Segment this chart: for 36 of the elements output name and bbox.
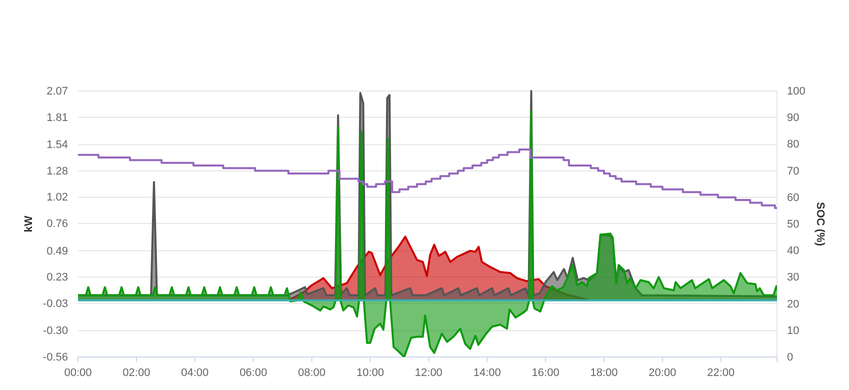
x-tick-label: 06:00 [240, 366, 268, 379]
y-tick-label: -0.30 [42, 325, 68, 338]
x-tick-label: 12:00 [414, 366, 442, 379]
x-tick-label: 08:00 [298, 366, 326, 379]
y2-tick-label: 0 [787, 352, 794, 364]
y-tick-label: 0.49 [46, 245, 68, 258]
y-tick-label: 2.07 [46, 86, 68, 98]
y2-axis-title: SOC (%) [814, 202, 826, 246]
y2-tick-label: 80 [787, 138, 800, 151]
y2-tick-label: 30 [787, 272, 800, 284]
y2-tick-label: 20 [787, 298, 800, 310]
y-tick-label: 1.02 [46, 192, 68, 204]
x-tick-label: 00:00 [64, 366, 92, 379]
y-tick-label: 1.54 [46, 139, 68, 152]
y2-tick-label: 100 [787, 86, 806, 98]
x-tick-label: 14:00 [473, 366, 501, 379]
y2-tick-label: 90 [787, 112, 800, 124]
x-tick-label: 02:00 [122, 366, 150, 379]
y-tick-label: -0.56 [42, 352, 68, 364]
y2-tick-label: 40 [787, 245, 800, 258]
y2-tick-label: 10 [787, 324, 800, 337]
y-axis-title: kW [23, 215, 35, 232]
x-tick-label: 10:00 [356, 366, 384, 379]
y-tick-label: 0.76 [46, 218, 68, 230]
y2-tick-label: 60 [787, 192, 800, 204]
x-tick-label: 20:00 [648, 366, 676, 379]
y-tick-label: 1.28 [46, 165, 68, 178]
y-tick-label: -0.03 [42, 298, 68, 310]
x-tick-label: 18:00 [590, 366, 618, 379]
x-tick-label: 22:00 [707, 366, 735, 379]
y2-tick-label: 50 [787, 218, 800, 231]
y2-tick-label: 70 [787, 165, 800, 178]
y-tick-label: 1.81 [46, 112, 68, 124]
x-tick-label: 04:00 [181, 366, 209, 379]
x-tick-label: 16:00 [532, 366, 560, 379]
y-tick-label: 0.23 [46, 272, 68, 284]
